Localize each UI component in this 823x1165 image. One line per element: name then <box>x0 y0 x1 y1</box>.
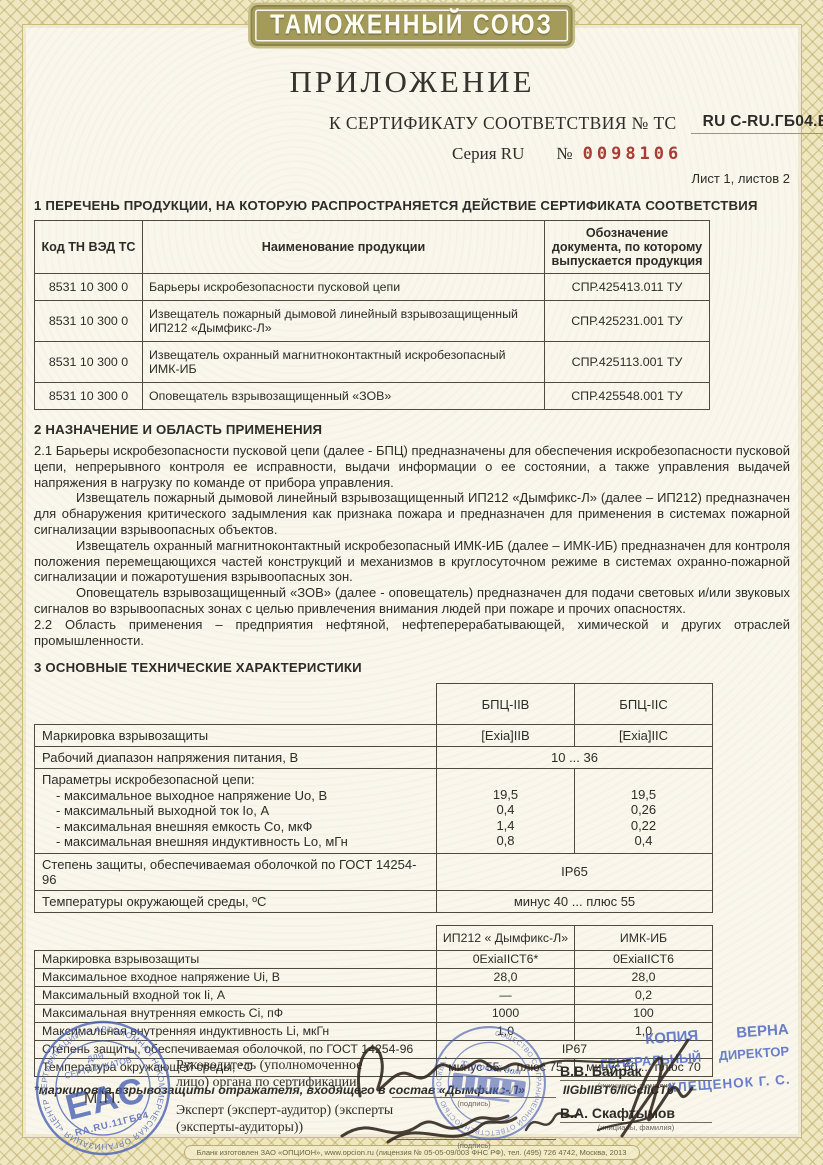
series-number-sign: № <box>556 144 573 163</box>
paragraph: 2.1 Барьеры искробезопасности пусковой ц… <box>34 443 790 490</box>
cell-value: 1,4 <box>496 817 515 833</box>
col-header-bpc-iic: БПЦ-IIC <box>574 683 713 726</box>
sheet-info: Лист 1, листов 2 <box>691 171 790 186</box>
table-row: Максимальная внутренняя емкость Ci, пФ 1… <box>34 1003 713 1023</box>
cell-value: 0,26 <box>630 802 657 818</box>
cell-code: 8531 10 300 0 <box>34 273 143 301</box>
table-row: Рабочий диапазон напряжения питания, В 1… <box>34 746 713 770</box>
cell-value-merged: 10 ... 36 <box>436 746 713 770</box>
certificate-content: ПРИЛОЖЕНИЕ К СЕРТИФИКАТУ СООТВЕТСТВИЯ № … <box>34 28 823 1135</box>
signatory-name-block: В.А. Скафтымов (инициалы, фамилия) <box>560 1105 712 1132</box>
footnote-text: *маркировка взрывозащиты отражателя, вхо… <box>34 1082 525 1097</box>
name-sub-label: (инициалы, фамилия) <box>560 1080 712 1090</box>
bpc-characteristics-table: БПЦ-IIB БПЦ-IIC Маркировка взрывозащиты … <box>34 683 713 913</box>
cell-doc: СПР.425548.001 ТУ <box>544 382 710 410</box>
param-line: - максимальное выходное напряжение Uo, В <box>56 787 328 803</box>
cell-code: 8531 10 300 0 <box>34 341 143 383</box>
cell-value-merged: IP65 <box>436 852 713 891</box>
paragraph: Извещатель охранный магнитноконтактный и… <box>34 537 790 585</box>
cell-value: 19,5 <box>630 786 657 802</box>
table-header-row: Код ТН ВЭД ТС Наименование продукции Обо… <box>34 220 710 274</box>
row-label: Степень защиты, обеспечиваемая оболочкой… <box>34 852 437 891</box>
banner-text: ТАМОЖЕННЫЙ СОЮЗ <box>270 8 553 40</box>
stamp-line1: ДЛЯ <box>86 1051 104 1064</box>
cell-value: 0,4 <box>634 833 653 849</box>
series-line: Серия RU № 0098106 <box>452 144 790 164</box>
table-row: Маркировка взрывозащиты 0ExiaIICT6* 0Exi… <box>34 949 713 969</box>
table-header-row: БПЦ-IIB БПЦ-IIC <box>35 683 713 726</box>
row-label: Максимальная внутренняя емкость Ci, пФ <box>34 1003 437 1023</box>
table-row: 8531 10 300 0 Оповещатель взрывозащищенн… <box>34 382 710 410</box>
cell-name: Извещатель пожарный дымовой линейный взр… <box>142 300 545 342</box>
cell-value: 19,5 <box>492 786 519 802</box>
col-header-bpc-iib: БПЦ-IIB <box>436 683 575 726</box>
stamp-place-label: М.П. <box>84 1090 122 1107</box>
paragraph: 2.2 Область применения – предприятия неф… <box>34 616 790 648</box>
col-header-ip212: ИП212 « Дымфикс-Л» <box>436 924 575 951</box>
trade-house-logo-block <box>451 1072 526 1103</box>
certificate-number-line: К СЕРТИФИКАТУ СООТВЕТСТВИЯ № ТС RU C-RU.… <box>329 113 823 134</box>
row-label: Температура окружающей среды, °С <box>34 1057 437 1077</box>
handwritten-signatures <box>340 1038 694 1144</box>
signatory-name: В.В. Байрак <box>560 1063 642 1079</box>
cell-code: 8531 10 300 0 <box>34 300 143 342</box>
table-row: 8531 10 300 0 Барьеры искробезопасности … <box>34 273 710 301</box>
page-title: ПРИЛОЖЕНИЕ <box>289 64 535 99</box>
row-label: Максимальный входной ток Ii, А <box>34 985 437 1005</box>
series-number-value: 0098106 <box>582 144 683 164</box>
cell-name: Оповещатель взрывозащищенный «ЗОВ» <box>142 382 545 410</box>
table-row: Степень защиты, обеспечиваемая оболочкой… <box>34 852 713 891</box>
name-sub-label: (инициалы, фамилия) <box>560 1122 712 1132</box>
cell-value: 0ExiaIICT6 <box>574 949 713 969</box>
col-header-doc: Обозначение документа, по которому выпус… <box>544 220 710 274</box>
signature-line: (подпись) <box>392 1139 556 1150</box>
certificate-number-value: RU C-RU.ГБ04.В.00547 <box>690 113 823 134</box>
section3-heading: 3 ОСНОВНЫЕ ТЕХНИЧЕСКИЕ ХАРАКТЕРИСТИКИ <box>34 660 362 676</box>
col-header-name: Наименование продукции <box>142 220 545 274</box>
certificate-number-label: К СЕРТИФИКАТУ СООТВЕТСТВИЯ № ТС <box>329 113 677 133</box>
signatory-name: В.А. Скафтымов <box>560 1105 676 1121</box>
params-label: Параметры искробезопасной цепи: <box>42 772 255 788</box>
certification-body-stamp: • АВТОНОМНАЯ НЕКОММЕРЧЕСКАЯ ОРГАНИЗАЦИЯ … <box>18 1003 179 1165</box>
blank-imprint: Бланк изготовлен ЗАО «ОПЦИОН», www.opcio… <box>183 1145 640 1160</box>
customs-union-banner: ТАМОЖЕННЫЙ СОЮЗ <box>250 5 573 46</box>
section2-text: 2.1 Барьеры искробезопасности пусковой ц… <box>34 443 790 648</box>
cell-value: 0,22 <box>630 817 657 833</box>
signatory-name-block: В.В. Байрак (инициалы, фамилия) <box>560 1063 712 1090</box>
product-list-table: Код ТН ВЭД ТС Наименование продукции Обо… <box>34 220 710 410</box>
paragraph: Оповещатель взрывозащищенный «ЗОВ» (дале… <box>34 585 790 616</box>
param-line: - максимальный выходной ток Io, А <box>56 803 270 819</box>
footnote-line: *маркировка взрывозащиты отражателя, вхо… <box>34 1083 790 1097</box>
row-label: Температуры окружающей среды, ºС <box>34 889 437 913</box>
param-line: - максимальная внешняя емкость Со, мкФ <box>56 818 313 834</box>
signatory-role: Руководитель (уполномоченное лицо) орган… <box>176 1057 363 1089</box>
section1-heading: 1 ПЕРЕЧЕНЬ ПРОДУКЦИИ, НА КОТОРУЮ РАСПРОС… <box>34 198 758 213</box>
signature-line: (подпись) <box>392 1097 556 1108</box>
cell-value-merged: минус 40 ... плюс 55 <box>436 889 713 913</box>
cell-name: Барьеры искробезопасности пусковой цепи <box>142 273 545 301</box>
table-row: Температуры окружающей среды, ºС минус 4… <box>34 889 713 913</box>
table-row: Максимальный входной ток Ii, А — 0,2 <box>34 985 713 1005</box>
section2-heading: 2 НАЗНАЧЕНИЕ И ОБЛАСТЬ ПРИМЕНЕНИЯ <box>34 422 323 437</box>
trade-house-stamp: ОБЩЕСТВО С ОГРАНИЧЕННОЙ ОТВЕТСТВЕННОСТЬЮ… <box>430 1024 548 1142</box>
table-row: Максимальное входное напряжение Ui, В 28… <box>34 967 713 987</box>
cell-name: Извещатель охранный магнитноконтактный и… <box>142 341 545 383</box>
signatory-role: Эксперт (эксперт-аудитор) (эксперты (экс… <box>176 1102 394 1134</box>
footnote-marking: IIGbIIBT6/IIGcIICT6 <box>562 1082 674 1097</box>
cell-code: 8531 10 300 0 <box>34 382 143 410</box>
cell-doc: СПР.425413.011 ТУ <box>544 273 710 301</box>
params-values-iib: 19,5 0,4 1,4 0,8 <box>436 768 575 854</box>
cell-value: 100 <box>574 1003 713 1023</box>
paragraph: Извещатель пожарный дымовой линейный взр… <box>34 490 790 537</box>
cell-value: 0,4 <box>496 802 515 818</box>
table-row: Маркировка взрывозащиты [Exia]IIB [Exia]… <box>34 724 713 748</box>
cell-value: 0,8 <box>496 833 515 849</box>
params-values-iic: 19,5 0,26 0,22 0,4 <box>574 768 713 854</box>
row-label: Маркировка взрывозащиты <box>34 724 437 748</box>
param-line: - максимальная внешняя индуктивность Lo,… <box>56 834 348 850</box>
series-label: Серия RU <box>452 144 525 163</box>
